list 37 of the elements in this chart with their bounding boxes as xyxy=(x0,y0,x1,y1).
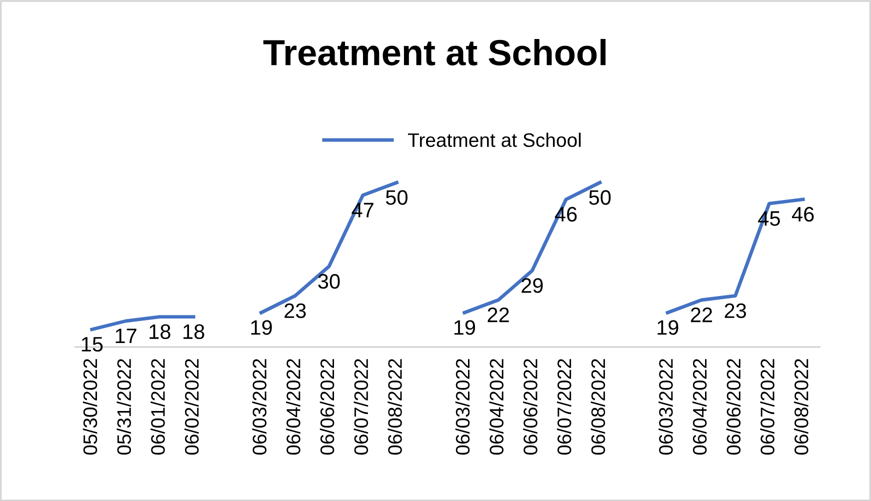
x-tick-label: 06/08/2022 xyxy=(388,359,402,455)
data-label: 18 xyxy=(184,324,204,340)
data-label: 50 xyxy=(386,190,408,205)
data-label: 29 xyxy=(522,278,543,293)
data-label: 18 xyxy=(150,324,170,340)
data-label: 23 xyxy=(724,303,746,318)
data-label: 22 xyxy=(690,308,712,322)
x-tick-label: 06/08/2022 xyxy=(794,359,808,455)
data-label: 15 xyxy=(82,337,103,352)
data-label: 23 xyxy=(284,303,306,318)
chart-title: Treatment at School xyxy=(263,38,606,66)
x-tick-label: 06/06/2022 xyxy=(523,359,538,455)
x-tick-label: 06/07/2022 xyxy=(556,359,572,455)
legend-label: Treatment at School xyxy=(408,132,581,148)
x-tick-label: 06/01/2022 xyxy=(150,359,165,455)
x-tick-label: 06/04/2022 xyxy=(489,359,504,455)
x-tick-label: 06/04/2022 xyxy=(692,359,707,455)
x-tick-label: 05/30/2022 xyxy=(82,359,98,455)
data-label: 50 xyxy=(589,190,611,205)
x-tick-label: 06/07/2022 xyxy=(354,359,368,455)
data-label: 22 xyxy=(488,308,509,322)
data-label: 19 xyxy=(454,320,476,335)
x-tick-label: 06/03/2022 xyxy=(252,359,266,455)
x-tick-label: 06/03/2022 xyxy=(658,359,673,455)
x-tick-label: 06/06/2022 xyxy=(320,359,334,455)
data-label: 30 xyxy=(318,274,340,289)
data-label: 19 xyxy=(658,320,678,335)
x-tick-label: 06/06/2022 xyxy=(726,359,741,455)
x-tick-label: 06/02/2022 xyxy=(184,359,199,455)
x-tick-label: 06/07/2022 xyxy=(760,359,774,455)
x-tick-label: 06/03/2022 xyxy=(455,359,470,455)
data-label: 17 xyxy=(116,328,136,344)
data-label: 19 xyxy=(251,320,272,335)
x-tick-label: 05/31/2022 xyxy=(116,359,132,455)
x-tick-label: 06/04/2022 xyxy=(286,359,300,455)
x-tick-label: 06/08/2022 xyxy=(590,359,606,455)
data-label: 46 xyxy=(792,206,814,222)
